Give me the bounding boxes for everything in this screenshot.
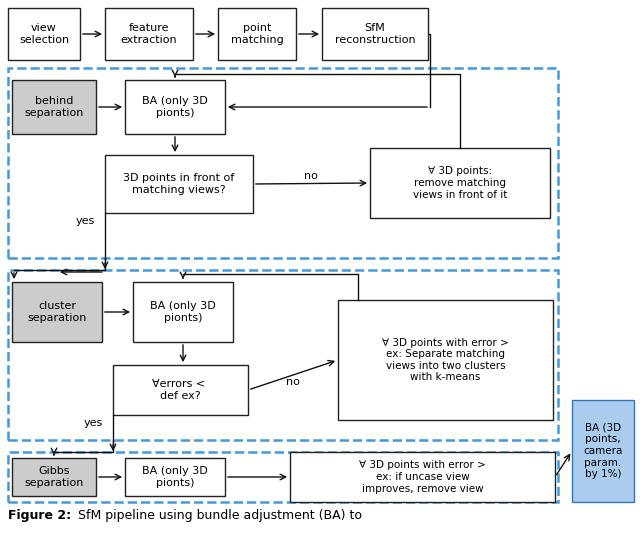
Text: SfM
reconstruction: SfM reconstruction <box>335 23 415 45</box>
Text: no: no <box>304 171 318 181</box>
Text: BA (only 3D
pionts): BA (only 3D pionts) <box>142 466 208 488</box>
Text: yes: yes <box>76 216 95 226</box>
Bar <box>12 282 102 342</box>
Bar <box>125 80 225 134</box>
Bar <box>12 458 96 496</box>
Bar <box>8 8 80 60</box>
Text: BA (only 3D
pionts): BA (only 3D pionts) <box>142 96 208 118</box>
Bar <box>218 8 296 60</box>
Bar <box>105 8 193 60</box>
Text: ∀errors < 
def ex?: ∀errors < def ex? <box>152 379 209 401</box>
Text: Gibbs
separation: Gibbs separation <box>24 466 84 488</box>
Bar <box>290 452 555 502</box>
Bar <box>133 282 233 342</box>
Text: ∀ 3D points:
remove matching
views in front of it: ∀ 3D points: remove matching views in fr… <box>413 166 507 200</box>
Bar <box>572 400 634 502</box>
Bar <box>113 365 248 415</box>
Bar <box>322 8 428 60</box>
Bar <box>370 148 550 218</box>
Text: behind
separation: behind separation <box>24 96 84 118</box>
Bar <box>12 80 96 134</box>
Text: feature
extraction: feature extraction <box>121 23 177 45</box>
Text: ∀ 3D points with error >
ex: Separate matching
views into two clusters
with k-me: ∀ 3D points with error > ex: Separate ma… <box>382 338 509 382</box>
Bar <box>125 458 225 496</box>
Text: Figure 2:: Figure 2: <box>8 509 71 521</box>
Text: yes: yes <box>83 418 102 428</box>
Text: no: no <box>286 377 300 387</box>
Text: BA (only 3D
pionts): BA (only 3D pionts) <box>150 301 216 323</box>
Text: 3D points in front of
matching views?: 3D points in front of matching views? <box>124 173 235 195</box>
Text: cluster
separation: cluster separation <box>28 301 86 323</box>
Bar <box>338 300 553 420</box>
Text: SfM pipeline using bundle adjustment (BA) to: SfM pipeline using bundle adjustment (BA… <box>74 509 362 521</box>
Bar <box>105 155 253 213</box>
Text: ∀ 3D points with error >
ex: if uncase view
improves, remove view: ∀ 3D points with error > ex: if uncase v… <box>359 460 486 494</box>
Bar <box>8 452 558 502</box>
Text: BA (3D
points,
camera
param.
by 1%): BA (3D points, camera param. by 1%) <box>583 423 623 479</box>
Bar <box>8 68 558 258</box>
Text: view
selection: view selection <box>19 23 69 45</box>
Text: point
matching: point matching <box>230 23 284 45</box>
Bar <box>8 270 558 440</box>
